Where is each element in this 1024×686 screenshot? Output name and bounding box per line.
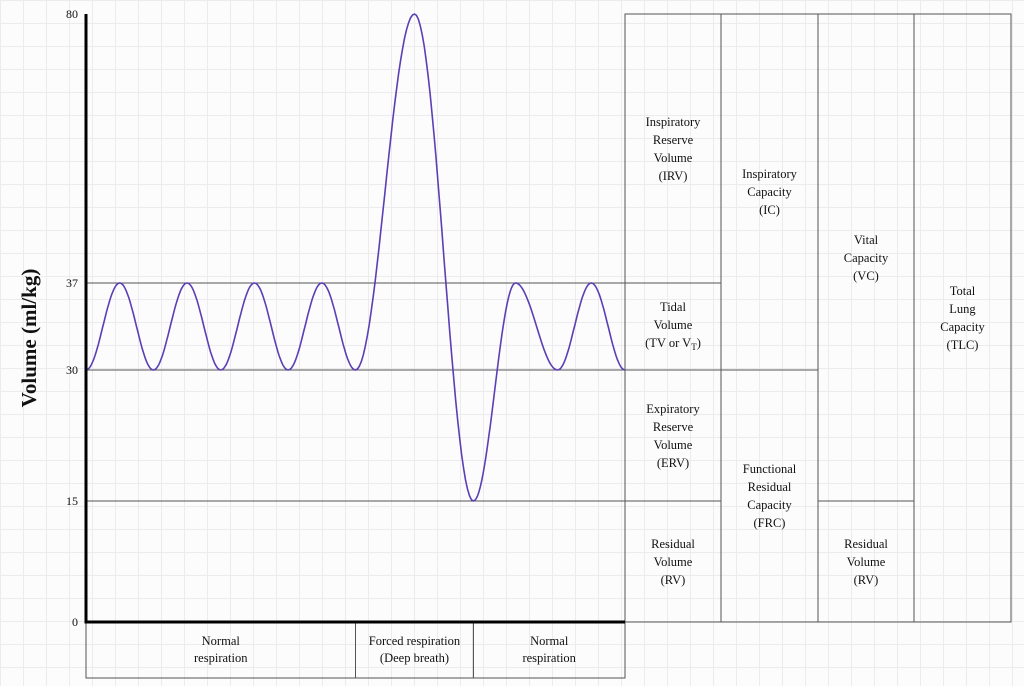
volume-cell-label-line: Reserve — [652, 419, 694, 434]
phase-label-line: Normal — [201, 634, 240, 648]
volume-cell-label-line: Volume — [653, 150, 693, 165]
volume-cell-label-line: Reserve — [652, 132, 694, 147]
volume-cell-label-line: (TV or VT) — [645, 334, 701, 356]
respiration-curve — [85, 13, 626, 502]
volume-cell-label-line: (VC) — [853, 268, 879, 283]
label-prefix: (TV or V — [645, 335, 692, 350]
volume-cell-label: Residual Volume (RV) — [625, 501, 721, 622]
volume-cell-label-line: (IRV) — [658, 168, 688, 183]
volume-cell-label-line: Expiratory — [646, 401, 700, 416]
phase-label-line: Normal — [530, 634, 569, 648]
phase-label-line: respiration — [522, 651, 576, 665]
volume-cell-label-line: (ERV) — [656, 455, 690, 470]
volume-cell-label-line: Volume — [653, 554, 693, 569]
volume-cell-label: Inspiratory Capacity (IC) — [721, 14, 818, 370]
volume-cell-label: Residual Volume (RV) — [818, 501, 914, 622]
volume-cell-label-line: (FRC) — [753, 516, 786, 530]
volume-cell-label-line: Residual — [844, 536, 888, 551]
volume-cell-label-line: Lung — [949, 302, 976, 316]
volume-cell-label-line: Total — [949, 284, 976, 298]
volume-cell-label: Functional Residual Capacity (FRC) — [721, 370, 818, 622]
volume-cell-label-line: Residual — [651, 536, 695, 551]
volume-cell-label-line: (IC) — [759, 203, 780, 217]
volume-cell-label: Vital Capacity (VC) — [818, 14, 914, 501]
phase-label: Forced respiration (Deep breath) — [356, 622, 474, 678]
volume-cell-label-line: Volume — [653, 317, 693, 332]
y-tick-label: 80 — [66, 7, 78, 21]
volume-cell-label-line: Residual — [747, 480, 792, 494]
volume-cell-label: Total Lung Capacity (TLC) — [914, 14, 1011, 622]
volume-cell-label-line: (RV) — [853, 572, 879, 587]
phase-label: Normal respiration — [86, 622, 356, 678]
y-tick-label: 37 — [66, 276, 78, 290]
volume-cell-label-line: Volume — [846, 554, 886, 569]
volume-cell-label-line: Capacity — [747, 185, 792, 199]
volume-cell-label-line: Volume — [653, 437, 693, 452]
y-tick-label: 0 — [72, 615, 78, 629]
phase-label: Normal respiration — [473, 622, 625, 678]
y-axis-label: Volume (ml/kg) — [17, 269, 41, 408]
volume-cell-label: Inspiratory Reserve Volume (IRV) — [625, 14, 721, 283]
volume-cell-label-line: Capacity — [940, 320, 985, 334]
volume-cell-label: Expiratory Reserve Volume (ERV) — [625, 370, 721, 501]
phase-label-line: respiration — [194, 651, 248, 665]
volume-cell-label-line: Inspiratory — [645, 114, 701, 129]
volume-cell-label-line: Vital — [853, 232, 879, 247]
volume-cell-label-line: Capacity — [747, 498, 792, 512]
phase-label-line: Forced respiration — [368, 634, 461, 648]
phase-label-line: (Deep breath) — [379, 651, 449, 665]
volume-cell-label: Tidal Volume (TV or VT) — [625, 283, 721, 370]
volume-cell-label-line: Capacity — [843, 250, 889, 265]
volume-cell-box — [913, 13, 1012, 623]
volume-cell-label-line: Functional — [742, 462, 797, 476]
y-tick-label: 15 — [66, 494, 78, 508]
label-subscript: T — [691, 341, 697, 352]
label-suffix: ) — [696, 335, 701, 350]
volume-cell-label-line: (RV) — [660, 572, 686, 587]
volume-cell-label-line: Inspiratory — [742, 167, 797, 181]
volume-cell-label-line: (TLC) — [946, 338, 979, 352]
volume-cell-label-line: Tidal — [660, 299, 686, 314]
y-tick-label: 30 — [66, 363, 78, 377]
